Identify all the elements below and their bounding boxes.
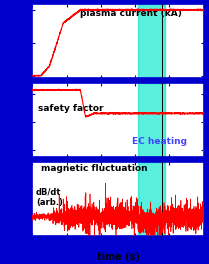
Text: safety factor: safety factor [38,104,103,113]
Text: (arb.): (arb.) [36,198,63,207]
Text: dB/dt: dB/dt [36,187,61,196]
Text: magnetic fluctuation: magnetic fluctuation [41,164,148,173]
Bar [138,162,165,236]
Text: plasma current (kA): plasma current (kA) [80,9,182,18]
Text: EC heating: EC heating [132,137,187,146]
Bar [138,83,165,157]
X-axis label: time (s): time (s) [97,252,140,262]
Bar [138,4,165,78]
